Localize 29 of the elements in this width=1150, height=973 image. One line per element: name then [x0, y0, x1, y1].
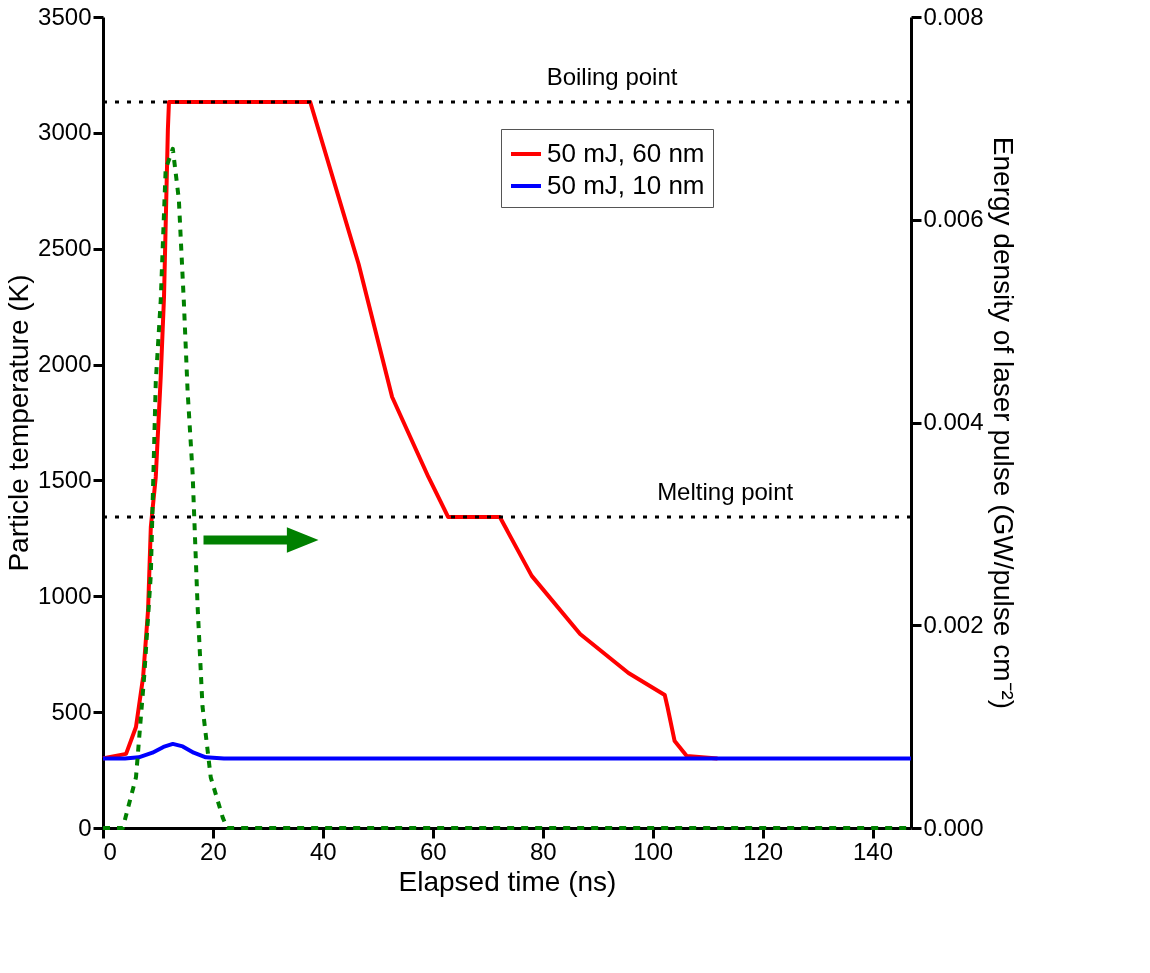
y-tick-label: 500 [51, 697, 92, 725]
y-tick-label: 2500 [38, 234, 92, 262]
x-tick-label: 20 [200, 837, 227, 865]
x-axis-title: Elapsed time (ns) [398, 865, 617, 897]
x-tick-label: 120 [743, 837, 784, 865]
ref-line-label: Boiling point [546, 63, 678, 91]
x-tick-label: 0 [103, 837, 117, 865]
x-tick-label: 40 [310, 837, 337, 865]
ref-line-label: Melting point [657, 478, 794, 506]
y-axis-title: Particle temperature (K) [3, 274, 35, 572]
y-tick-label: 1500 [38, 465, 92, 493]
x-tick-label: 60 [419, 837, 447, 865]
y-tick-label: 3500 [38, 2, 92, 30]
y2-tick-label: 0.004 [923, 408, 984, 435]
y2-axis-title: Energy density of laser pulse (GW/pulse cm⁻²) [987, 136, 1019, 710]
y2-tick-label: 0.006 [923, 205, 984, 233]
y-tick-label: 2000 [38, 350, 92, 378]
y2-tick-label: 0.008 [923, 2, 984, 30]
x-tick-label: 140 [853, 837, 894, 865]
line-series [101, 741, 913, 761]
x-tick-label: 100 [633, 837, 674, 865]
legend-label: 50 mJ, 10 nm [547, 170, 705, 200]
y2-tick-label: 0.002 [923, 610, 984, 638]
y-tick-label: 1000 [38, 581, 92, 609]
y2-tick-label: 0.000 [923, 813, 984, 841]
legend-label: 50 mJ, 60 nm [547, 138, 705, 168]
y-tick-label: 0 [78, 813, 92, 841]
x-tick-label: 80 [529, 837, 557, 865]
y-tick-label: 3000 [38, 118, 92, 146]
